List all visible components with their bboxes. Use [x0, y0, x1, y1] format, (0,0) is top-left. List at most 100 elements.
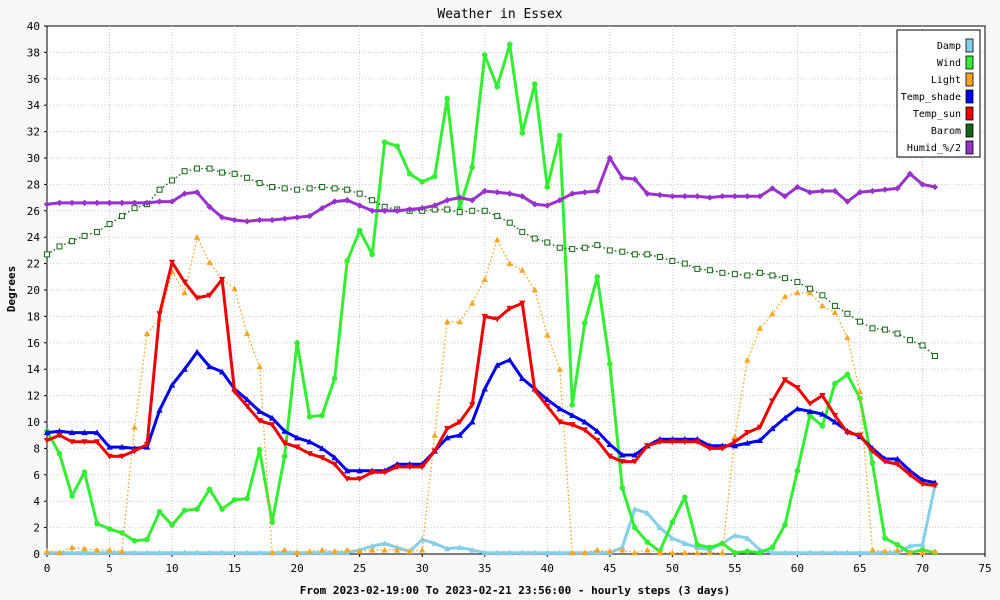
data-point-wind: [782, 522, 788, 528]
y-tick-label: 32: [27, 126, 40, 139]
data-point-light: [381, 546, 388, 553]
data-point-wind: [281, 453, 288, 460]
data-point-barom: [769, 272, 776, 279]
data-point-light: [131, 424, 138, 430]
data-point-light: [506, 260, 513, 267]
data-point-temp-shade: [481, 385, 488, 392]
series-line-temp-sun: [46, 260, 936, 487]
data-point-wind: [181, 507, 188, 514]
data-point-light: [631, 549, 639, 556]
data-point-humid-2: [206, 203, 213, 211]
data-point-wind: [206, 486, 213, 493]
data-point-wind: [819, 423, 826, 429]
data-point-wind: [319, 412, 325, 419]
data-point-barom: [219, 169, 226, 176]
data-point-temp-sun: [869, 448, 876, 455]
data-point-temp-sun: [181, 279, 188, 286]
data-point-temp-shade: [494, 362, 501, 368]
data-point-barom: [56, 243, 63, 250]
data-point-light: [856, 388, 864, 395]
data-point-temp-sun: [894, 461, 901, 468]
data-point-temp-sun: [931, 482, 939, 489]
data-point-barom: [494, 213, 501, 220]
series-line-damp: [47, 485, 937, 555]
x-tick-label: 0: [44, 562, 51, 575]
data-point-humid-2: [744, 193, 751, 200]
data-point-wind: [194, 506, 200, 512]
x-tick-label: 40: [541, 562, 554, 575]
data-point-temp-sun: [131, 448, 138, 455]
data-point-temp-sun: [81, 439, 88, 445]
data-point-temp-shade: [281, 428, 288, 434]
data-point-temp-shade: [168, 381, 176, 388]
data-point-barom: [456, 209, 463, 216]
data-point-barom: [469, 207, 476, 214]
data-point-temp-sun: [494, 316, 501, 323]
data-point-humid-2: [831, 187, 839, 195]
data-point-temp-shade: [831, 418, 839, 425]
data-point-temp-sun: [831, 412, 839, 419]
data-point-damp: [794, 549, 801, 556]
data-point-light: [656, 549, 664, 556]
data-point-wind: [519, 130, 526, 136]
data-point-barom: [344, 186, 351, 193]
x-tick-label: 50: [666, 562, 679, 575]
data-point-light: [681, 549, 689, 556]
data-point-light: [306, 548, 313, 554]
data-point-barom: [81, 232, 88, 239]
data-point-light: [356, 548, 363, 554]
data-point-wind: [744, 548, 751, 555]
data-point-light: [794, 289, 801, 296]
data-point-wind: [632, 524, 638, 531]
data-point-temp-shade: [243, 396, 251, 403]
data-point-temp-sun: [356, 476, 363, 482]
data-point-temp-sun: [856, 432, 864, 439]
data-point-wind: [719, 540, 726, 547]
data-point-light: [281, 546, 288, 553]
data-point-temp-sun: [343, 476, 351, 482]
data-point-temp-sun: [631, 459, 639, 465]
data-point-temp-sun: [819, 393, 826, 399]
data-point-temp-shade: [318, 445, 326, 451]
data-point-wind: [106, 526, 113, 532]
data-point-humid-2: [231, 216, 238, 224]
data-point-temp-sun: [556, 419, 563, 426]
data-point-light: [594, 546, 601, 553]
data-point-wind: [156, 508, 163, 515]
data-point-light: [569, 549, 576, 556]
series-line-temp-shade: [46, 350, 936, 485]
data-point-wind: [469, 164, 476, 171]
data-point-temp-shade: [581, 418, 588, 425]
data-point-temp-shade: [106, 443, 113, 450]
data-point-humid-2: [656, 191, 664, 199]
data-point-barom: [131, 205, 138, 212]
x-tick-label: 25: [353, 562, 366, 575]
data-point-humid-2: [131, 199, 138, 207]
data-point-wind: [144, 536, 150, 543]
data-point-damp: [731, 532, 739, 539]
data-point-temp-sun: [193, 295, 201, 302]
data-point-wind: [69, 493, 75, 499]
data-point-light: [393, 546, 401, 553]
data-point-barom: [256, 180, 263, 187]
data-point-damp: [469, 546, 476, 553]
data-point-wind: [256, 446, 263, 453]
data-point-humid-2: [794, 183, 801, 191]
data-point-damp: [256, 549, 263, 556]
data-point-temp-sun: [231, 389, 238, 395]
data-point-humid-2: [669, 193, 676, 200]
data-point-wind: [506, 41, 513, 48]
data-point-light: [806, 289, 814, 296]
data-point-wind: [669, 519, 676, 526]
data-point-temp-sun: [318, 455, 326, 461]
data-point-barom: [856, 318, 863, 325]
data-point-light: [56, 549, 63, 556]
legend-swatch-temp-sun: [965, 106, 974, 121]
data-point-barom: [931, 353, 938, 359]
data-point-humid-2: [118, 199, 126, 207]
data-point-humid-2: [631, 175, 639, 183]
data-point-light: [243, 330, 251, 337]
x-tick-label: 30: [416, 562, 429, 575]
data-point-light: [531, 286, 538, 293]
